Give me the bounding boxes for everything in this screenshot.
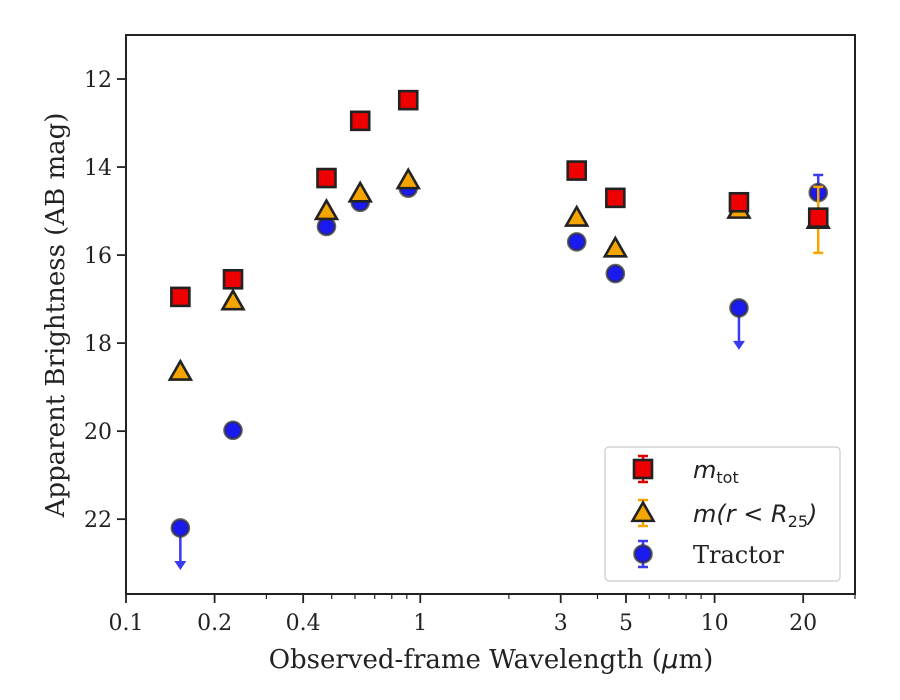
series-square — [170, 89, 829, 308]
legend-label: m(r < R25) — [693, 500, 817, 531]
legend-label: Tractor — [693, 541, 784, 569]
data-point-triangle — [313, 197, 340, 221]
data-point-triangle — [395, 167, 421, 190]
upper-limit-arrow-head — [732, 340, 745, 350]
y-tick-label: 22 — [84, 508, 112, 533]
data-marks — [167, 89, 831, 570]
data-point-circle — [316, 216, 337, 237]
x-tick-label: 0.1 — [109, 611, 144, 636]
x-axis-label-suffix: m) — [678, 645, 713, 675]
data-point-triangle — [167, 358, 194, 381]
data-point-square — [807, 207, 829, 228]
x-tick-label: 3 — [554, 611, 568, 636]
x-tick-label: 0.2 — [197, 611, 232, 636]
legend-marker-circle — [633, 544, 653, 564]
data-point-square — [170, 286, 191, 308]
data-point-triangle — [347, 180, 373, 203]
data-point-circle — [605, 263, 626, 284]
data-point-triangle — [602, 235, 629, 258]
data-point-circle — [566, 232, 587, 252]
y-tick-label: 16 — [84, 244, 112, 269]
x-tick-label: 0.4 — [286, 611, 321, 636]
data-point-square — [605, 187, 626, 209]
data-point-circle — [223, 420, 243, 441]
axes: 0.1 0.2 0.4 1 3 5 10 20 12 14 16 18 20 22 — [84, 34, 856, 636]
data-point-circle — [729, 298, 749, 318]
y-tick-label: 12 — [84, 68, 112, 93]
x-axis-label-mu: μ — [661, 645, 679, 675]
upper-limit-arrow-head — [174, 560, 187, 570]
data-point-square — [222, 268, 244, 290]
x-tick-label: 20 — [789, 611, 817, 636]
legend-label: mtot — [693, 456, 739, 487]
y-tick-label: 20 — [84, 420, 112, 445]
y-tick-label: 18 — [84, 332, 112, 357]
plot-frame — [125, 34, 856, 595]
x-axis-label-prefix: Observed-frame Wavelength ( — [269, 645, 662, 675]
y-axis-label: Apparent Brightness (AB mag) — [41, 113, 71, 519]
data-point-square — [316, 167, 337, 189]
data-point-triangle — [220, 288, 246, 311]
data-point-square — [349, 110, 371, 132]
legend-marker-triangle — [630, 499, 656, 523]
legend-box — [604, 446, 841, 582]
x-tick-label: 1 — [413, 611, 427, 636]
data-point-square — [566, 160, 588, 181]
x-tick-label: 10 — [701, 611, 729, 636]
x-tick-label: 5 — [619, 611, 633, 636]
data-point-square — [728, 191, 750, 213]
x-axis-label: Observed-frame Wavelength (μm) — [269, 645, 714, 675]
legend-marker-square — [632, 458, 654, 480]
data-point-circle — [170, 518, 191, 538]
legend: mtot m(r < R25) Tractor — [604, 446, 841, 582]
data-point-square — [397, 89, 419, 111]
y-tick-label: 14 — [84, 156, 112, 181]
data-point-triangle — [563, 204, 590, 227]
